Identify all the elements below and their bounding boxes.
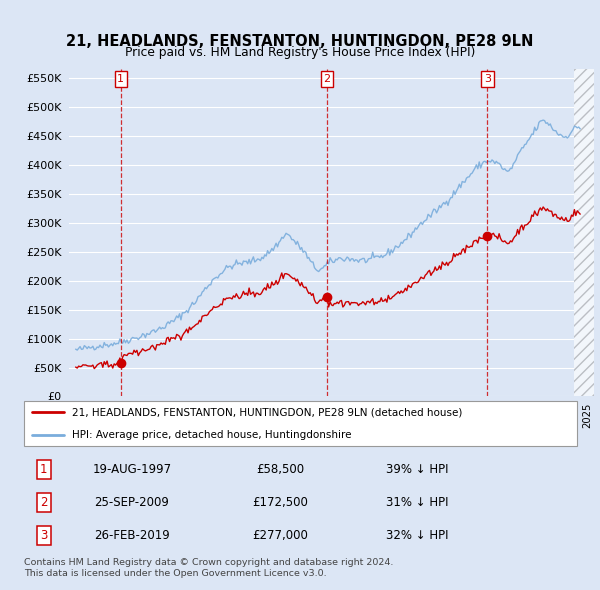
Text: 26-FEB-2019: 26-FEB-2019 (94, 529, 170, 542)
Text: Contains HM Land Registry data © Crown copyright and database right 2024.
This d: Contains HM Land Registry data © Crown c… (24, 558, 393, 578)
Text: 25-SEP-2009: 25-SEP-2009 (95, 496, 169, 509)
Text: 3: 3 (484, 74, 491, 84)
Text: £58,500: £58,500 (256, 463, 304, 476)
Text: 2: 2 (323, 74, 331, 84)
Text: £277,000: £277,000 (252, 529, 308, 542)
Text: 31% ↓ HPI: 31% ↓ HPI (386, 496, 448, 509)
Text: 1: 1 (40, 463, 47, 476)
Text: HPI: Average price, detached house, Huntingdonshire: HPI: Average price, detached house, Hunt… (72, 430, 352, 440)
Text: 39% ↓ HPI: 39% ↓ HPI (386, 463, 448, 476)
Text: Price paid vs. HM Land Registry's House Price Index (HPI): Price paid vs. HM Land Registry's House … (125, 46, 475, 59)
Bar (574, 69, 594, 396)
Text: 21, HEADLANDS, FENSTANTON, HUNTINGDON, PE28 9LN (detached house): 21, HEADLANDS, FENSTANTON, HUNTINGDON, P… (72, 408, 463, 418)
Text: 19-AUG-1997: 19-AUG-1997 (92, 463, 172, 476)
Text: 21, HEADLANDS, FENSTANTON, HUNTINGDON, PE28 9LN: 21, HEADLANDS, FENSTANTON, HUNTINGDON, P… (67, 34, 533, 48)
Text: £172,500: £172,500 (252, 496, 308, 509)
Text: 2: 2 (40, 496, 47, 509)
FancyBboxPatch shape (24, 401, 577, 446)
Text: 1: 1 (118, 74, 124, 84)
Bar (574, 69, 594, 396)
Text: 3: 3 (40, 529, 47, 542)
Text: 32% ↓ HPI: 32% ↓ HPI (386, 529, 448, 542)
